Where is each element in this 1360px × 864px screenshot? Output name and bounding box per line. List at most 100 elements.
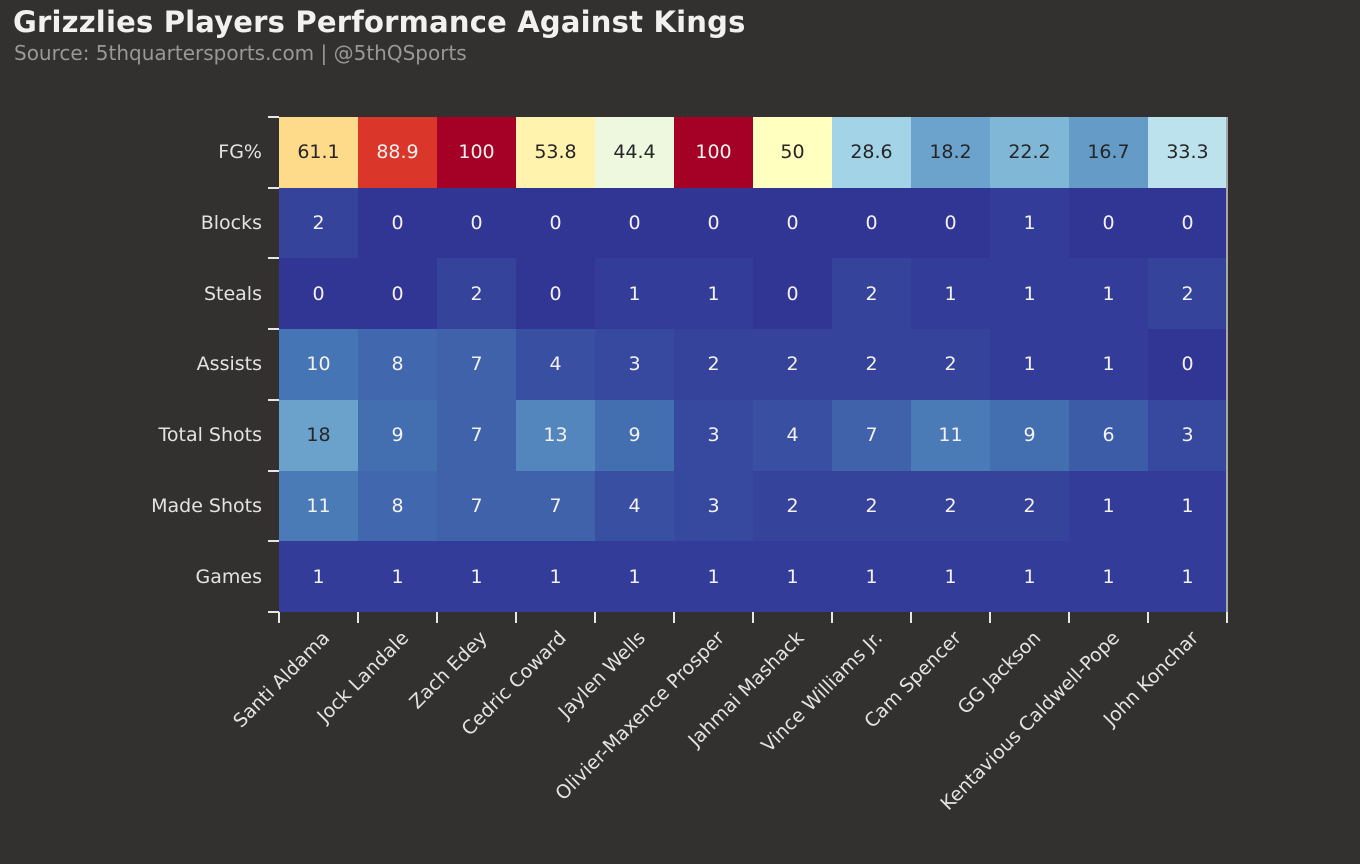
heatmap-cell: 1 <box>832 541 911 612</box>
heatmap-cell: 9 <box>990 399 1069 471</box>
heatmap-cell: 88.9 <box>358 117 437 188</box>
heatmap-cell: 2 <box>832 329 911 400</box>
cell-value: 0 <box>786 212 799 235</box>
heatmap-cell: 2 <box>832 258 911 330</box>
y-axis-tick <box>268 398 279 401</box>
heatmap-cell: 2 <box>279 187 358 259</box>
row-label: Assists <box>196 353 262 376</box>
cell-value: 0 <box>391 212 404 235</box>
heatmap-cell: 1 <box>1069 258 1148 330</box>
x-axis-tick <box>910 612 912 623</box>
heatmap-cell: 1 <box>911 541 990 612</box>
cell-value: 1 <box>865 565 878 588</box>
heatmap-cell: 0 <box>832 187 911 259</box>
heatmap-cell: 53.8 <box>516 117 595 188</box>
heatmap-cell: 3 <box>674 399 753 471</box>
cell-value: 0 <box>549 282 562 305</box>
heatmap-cell: 13 <box>516 399 595 471</box>
cell-value: 3 <box>1181 424 1194 447</box>
cell-value: 0 <box>707 212 720 235</box>
cell-value: 50 <box>780 141 805 164</box>
cell-value: 2 <box>865 353 878 376</box>
heatmap-cell: 0 <box>911 187 990 259</box>
cell-value: 0 <box>1181 212 1194 235</box>
heatmap-cell: 44.4 <box>595 117 674 188</box>
cell-value: 0 <box>944 212 957 235</box>
cell-value: 18 <box>306 424 331 447</box>
heatmap-cell: 7 <box>437 470 516 542</box>
cell-value: 10 <box>306 353 331 376</box>
x-axis-tick <box>831 612 833 623</box>
heatmap-cell: 18.2 <box>911 117 990 188</box>
x-axis-tick <box>357 612 359 623</box>
heatmap-cell: 0 <box>1148 329 1227 400</box>
cell-value: 88.9 <box>376 141 419 164</box>
heatmap-cell: 11 <box>911 399 990 471</box>
heatmap-cell: 4 <box>516 329 595 400</box>
heatmap-cell: 11 <box>279 470 358 542</box>
cell-value: 3 <box>628 353 641 376</box>
heatmap-cell: 2 <box>753 329 832 400</box>
heatmap-cell: 1 <box>911 258 990 330</box>
heatmap-cell: 2 <box>437 258 516 330</box>
cell-value: 0 <box>391 282 404 305</box>
y-axis-tick <box>268 328 279 331</box>
y-axis-tick <box>268 540 279 543</box>
cell-value: 1 <box>1181 494 1194 517</box>
cell-value: 1 <box>1023 565 1036 588</box>
cell-value: 13 <box>543 424 568 447</box>
heatmap-cell: 3 <box>595 329 674 400</box>
cell-value: 1 <box>944 282 957 305</box>
chart-source: Source: 5thquartersports.com | @5thQSpor… <box>14 41 467 65</box>
heatmap-cell: 100 <box>674 117 753 188</box>
cell-value: 7 <box>470 494 483 517</box>
cell-value: 1 <box>628 565 641 588</box>
y-axis-tick <box>268 257 279 260</box>
x-axis-tick <box>278 612 280 623</box>
heatmap-cell: 1 <box>358 541 437 612</box>
cell-value: 16.7 <box>1087 141 1130 164</box>
heatmap-cell: 9 <box>358 399 437 471</box>
cell-value: 1 <box>470 565 483 588</box>
heatmap-cell: 0 <box>1148 187 1227 259</box>
cell-value: 1 <box>1102 282 1115 305</box>
cell-value: 0 <box>470 212 483 235</box>
heatmap-cell: 1 <box>674 258 753 330</box>
cell-value: 4 <box>628 494 641 517</box>
heatmap-cell: 0 <box>753 258 832 330</box>
heatmap-cell: 7 <box>437 399 516 471</box>
heatmap-cell: 1 <box>674 541 753 612</box>
y-axis-tick <box>268 186 279 189</box>
cell-value: 8 <box>391 494 404 517</box>
cell-value: 1 <box>707 565 720 588</box>
heatmap-cell: 8 <box>358 329 437 400</box>
heatmap-cell: 0 <box>753 187 832 259</box>
heatmap-cell: 2 <box>911 470 990 542</box>
cell-value: 9 <box>628 424 641 447</box>
cell-value: 1 <box>786 565 799 588</box>
heatmap-cell: 0 <box>516 187 595 259</box>
heatmap-cell: 18 <box>279 399 358 471</box>
cell-value: 1 <box>549 565 562 588</box>
heatmap-cell: 3 <box>1148 399 1227 471</box>
heatmap-cell: 1 <box>1069 329 1148 400</box>
row-label: Total Shots <box>158 424 263 447</box>
column-label: Zach Edey <box>405 627 493 714</box>
heatmap-cell: 7 <box>516 470 595 542</box>
cell-value: 33.3 <box>1166 141 1209 164</box>
heatmap-cell: 0 <box>437 187 516 259</box>
heatmap-cell: 1 <box>516 541 595 612</box>
cell-value: 4 <box>786 424 799 447</box>
heatmap-cell: 61.1 <box>279 117 358 188</box>
heatmap-cell: 9 <box>595 399 674 471</box>
heatmap-cell: 2 <box>990 470 1069 542</box>
heatmap-cell: 33.3 <box>1148 117 1227 188</box>
heatmap-grid: 61.1 88.9 100 53.8 44.4 100 50 28.6 18.2 22.2 16.7… <box>279 117 1227 612</box>
cell-value: 1 <box>1102 353 1115 376</box>
heatmap-cell: 1 <box>990 187 1069 259</box>
heatmap-cell: 1 <box>753 541 832 612</box>
x-axis-tick <box>1068 612 1070 623</box>
cell-value: 1 <box>1023 353 1036 376</box>
cell-value: 2 <box>470 282 483 305</box>
cell-value: 100 <box>458 141 495 164</box>
